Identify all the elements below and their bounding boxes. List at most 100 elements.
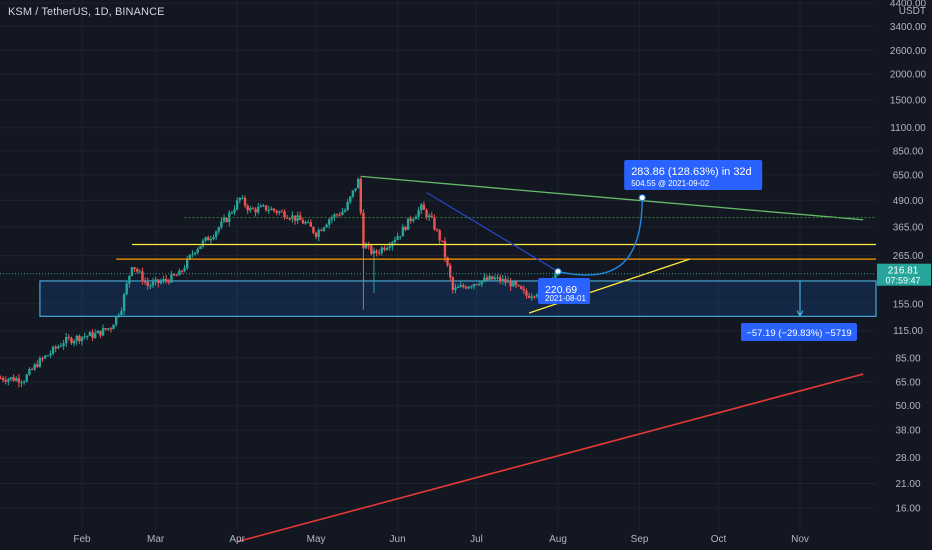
candle-body	[454, 287, 457, 290]
candle-body	[504, 278, 507, 283]
candle-body	[527, 295, 531, 298]
candle-body	[299, 215, 302, 221]
measure-arrow-head	[796, 310, 804, 317]
candle-body	[222, 217, 226, 222]
candle-body	[414, 216, 418, 220]
candle-body	[288, 218, 291, 220]
candle-body	[375, 250, 378, 253]
candle-body	[356, 178, 360, 189]
candle-body	[354, 188, 357, 191]
candle-body	[306, 222, 310, 224]
candle-body	[109, 328, 113, 330]
candle-body	[493, 277, 497, 280]
candle-body	[512, 281, 515, 287]
pivot-label-box	[538, 278, 591, 304]
candle-body	[322, 227, 326, 231]
candle-body	[435, 229, 439, 231]
candle-body	[159, 281, 163, 283]
candle-body	[370, 245, 373, 254]
candle-body	[149, 285, 152, 287]
candle-body	[422, 204, 426, 210]
candle-body	[304, 222, 307, 224]
candle-body	[7, 379, 10, 382]
candle-body	[309, 222, 313, 227]
candle-body	[496, 277, 499, 279]
candle-body	[183, 268, 186, 272]
candle-body	[517, 285, 520, 287]
candle-body	[146, 281, 149, 286]
candle-body	[383, 247, 386, 250]
candle-body	[128, 275, 131, 284]
x-tick-label: Sep	[631, 534, 649, 545]
x-tick-label: Oct	[711, 534, 727, 545]
candle-body	[172, 273, 176, 276]
candle-body	[20, 382, 23, 384]
candle-body	[285, 217, 289, 219]
candle-body	[93, 333, 97, 338]
candle-body	[427, 215, 431, 218]
candle-body	[280, 211, 284, 213]
y-tick-label: 490.00	[893, 196, 924, 207]
candle-body	[525, 290, 528, 296]
candle-body	[377, 252, 381, 254]
candle-body	[28, 369, 31, 375]
candle-body	[359, 178, 362, 213]
candle-body	[254, 208, 257, 213]
y-tick-label: 1100.00	[890, 123, 926, 134]
candle-body	[509, 280, 512, 287]
candle-body	[101, 328, 105, 336]
candle-body	[380, 247, 384, 253]
candle-body	[178, 270, 181, 276]
candle-body	[46, 355, 50, 357]
candle-body	[38, 358, 42, 367]
candle-body	[157, 279, 160, 283]
candle-body	[346, 201, 349, 211]
current-price-value: 216.81	[888, 266, 919, 277]
candle-body	[186, 258, 189, 269]
candle-body	[278, 211, 281, 213]
x-tick-label: Jul	[470, 534, 483, 545]
candle-body	[80, 336, 84, 342]
candle-body	[154, 279, 157, 282]
candle-body	[0, 377, 2, 379]
candle-body	[167, 280, 170, 283]
candle-body	[65, 337, 68, 344]
candle-body	[438, 230, 441, 241]
x-tick-label: Apr	[229, 534, 245, 545]
candle-body	[459, 285, 462, 287]
candle-body	[498, 277, 502, 282]
candle-body	[9, 377, 13, 380]
candle-body	[1, 378, 5, 381]
current-price-tag	[877, 263, 931, 286]
candle-body	[54, 346, 57, 349]
candle-body	[333, 214, 336, 218]
candle-body	[33, 364, 36, 370]
candle-body	[214, 231, 218, 237]
candle-body	[122, 294, 126, 311]
candle-body	[120, 310, 123, 316]
candle-body	[212, 236, 215, 240]
candle-body	[364, 245, 368, 249]
y-tick-label: 38.00	[895, 426, 920, 437]
candle-body	[433, 217, 436, 230]
candle-body	[138, 271, 142, 273]
candle-body	[349, 196, 352, 202]
candle-body	[191, 254, 194, 256]
candle-body	[488, 276, 491, 280]
candle-body	[441, 240, 444, 242]
symbol-title[interactable]: KSM / TetherUS, 1D, BINANCE	[8, 6, 165, 18]
candle-body	[535, 294, 539, 297]
x-tick-label: Mar	[147, 534, 165, 545]
candle-body	[130, 267, 134, 276]
candle-body	[283, 211, 286, 218]
candle-body	[443, 240, 447, 258]
candle-body	[430, 215, 433, 218]
candle-body	[262, 205, 265, 207]
candle-body	[477, 284, 481, 286]
candle-body	[241, 197, 244, 199]
candle-body	[480, 280, 483, 285]
candle-body	[217, 227, 220, 232]
y-tick-label: 16.00	[895, 504, 920, 515]
